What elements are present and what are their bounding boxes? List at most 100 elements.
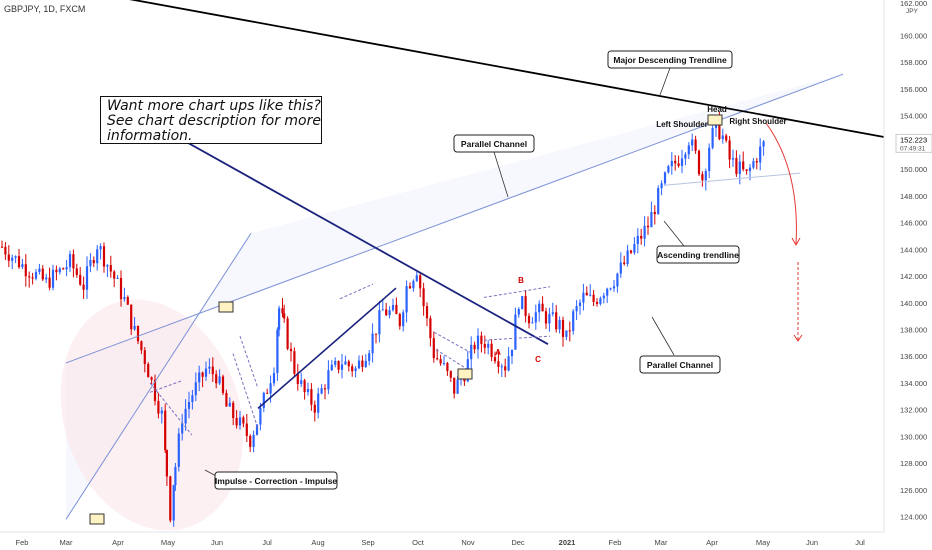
impulse-correction-label-box [214, 471, 338, 490]
wave-label-b: B [518, 276, 524, 285]
major-descending-label-box [607, 50, 733, 69]
minor-trendline [257, 287, 397, 409]
candle-body [446, 363, 449, 372]
time-tick-label: Mar [655, 538, 668, 547]
candle-body [278, 308, 281, 330]
symbol-label[interactable]: GBPJPY, 1D, FXCM [4, 4, 86, 14]
candle-body [68, 254, 72, 268]
candle-body [289, 348, 293, 352]
candle-body [191, 395, 194, 403]
impulse-correction-label: Impulse - Correction - Impulse [215, 476, 338, 486]
major-descending-label-pointer [659, 67, 671, 96]
candle-body [184, 408, 187, 424]
dashed-wave-line [483, 286, 551, 298]
candle-body [225, 393, 228, 407]
candle-body [735, 158, 738, 174]
candle-body [677, 163, 680, 166]
candle-body [551, 312, 554, 314]
candle-body [169, 476, 172, 521]
candle-body [92, 260, 95, 264]
candle-body [28, 276, 31, 278]
candle-body [344, 361, 347, 365]
candle-body [561, 319, 565, 337]
candle-body [385, 309, 388, 316]
candle-body [748, 167, 752, 172]
candle-body [109, 265, 112, 272]
candle-body [51, 269, 55, 288]
price-tick-label: 146.000 [900, 219, 927, 228]
promo-line-2: See chart description for more [107, 113, 321, 129]
time-tick-label: Apr [706, 538, 718, 547]
price-tick-label: 134.000 [900, 379, 927, 388]
candle-body [330, 364, 333, 371]
candle-body [592, 294, 595, 302]
dashed-correction-line [149, 382, 193, 436]
candle-body [354, 368, 357, 372]
candle-body [697, 150, 701, 175]
candle-body [72, 254, 75, 269]
candle-body [419, 275, 422, 289]
candle-body [524, 296, 527, 316]
candle-body [126, 297, 129, 305]
candle-body [463, 378, 466, 382]
promo-box: Want more chart ups like this? See chart… [100, 96, 322, 144]
candle-body [640, 235, 643, 239]
candle-body [585, 292, 588, 296]
candle-body [657, 188, 660, 215]
candle-body [568, 330, 571, 332]
candle-body [728, 140, 731, 160]
high-marker-box [218, 301, 234, 313]
candle-body [762, 141, 765, 147]
candle-body [623, 262, 626, 264]
dashed-wave-line [339, 283, 374, 300]
major-descending-label: Major Descending Trendline [613, 55, 727, 65]
candle-body [89, 260, 92, 267]
candle-body [174, 466, 177, 486]
candle-body [79, 274, 82, 285]
candle-body [626, 250, 629, 264]
price-tick-label: 128.000 [900, 459, 927, 468]
channel-fill [66, 74, 843, 520]
candle-body [538, 303, 541, 313]
candle-body [102, 246, 106, 267]
candle-body [521, 296, 524, 310]
parallel-channel-label-upper-box [453, 134, 535, 153]
candle-body [752, 161, 755, 168]
low-marker-box [457, 368, 473, 380]
head-marker-box [707, 114, 723, 126]
candle-body [296, 373, 299, 384]
dashed-correction-line [149, 379, 184, 393]
candle-body [429, 318, 432, 339]
candle-body [541, 303, 544, 312]
time-tick-label: May [161, 538, 175, 547]
candle-body [238, 417, 242, 426]
candle-body [286, 318, 289, 349]
candle-body [742, 161, 745, 170]
candle-body [609, 288, 612, 290]
price-tick-label: 124.000 [900, 513, 927, 522]
candle-body [245, 423, 248, 436]
candle-body [323, 388, 327, 390]
candle-body [303, 380, 306, 393]
time-tick-label: Jun [806, 538, 818, 547]
time-tick-label: Jul [855, 538, 865, 547]
candle-body [565, 330, 568, 337]
candle-body [701, 174, 704, 181]
ascending-trendline-label-box [656, 245, 740, 264]
candle-body [259, 407, 262, 425]
candle-body [136, 325, 140, 342]
candle-body [493, 357, 497, 362]
price-tick-label: 154.000 [900, 112, 927, 121]
candle-body [633, 244, 636, 253]
candle-body [17, 256, 21, 268]
candle-body [283, 313, 286, 319]
dashed-correction-line [239, 336, 259, 389]
candle-body [582, 292, 585, 303]
candle-body [34, 272, 38, 279]
price-tick-label: 142.000 [900, 272, 927, 281]
candle-body [507, 356, 510, 371]
candle-body [351, 366, 354, 372]
candle-body [388, 310, 391, 316]
